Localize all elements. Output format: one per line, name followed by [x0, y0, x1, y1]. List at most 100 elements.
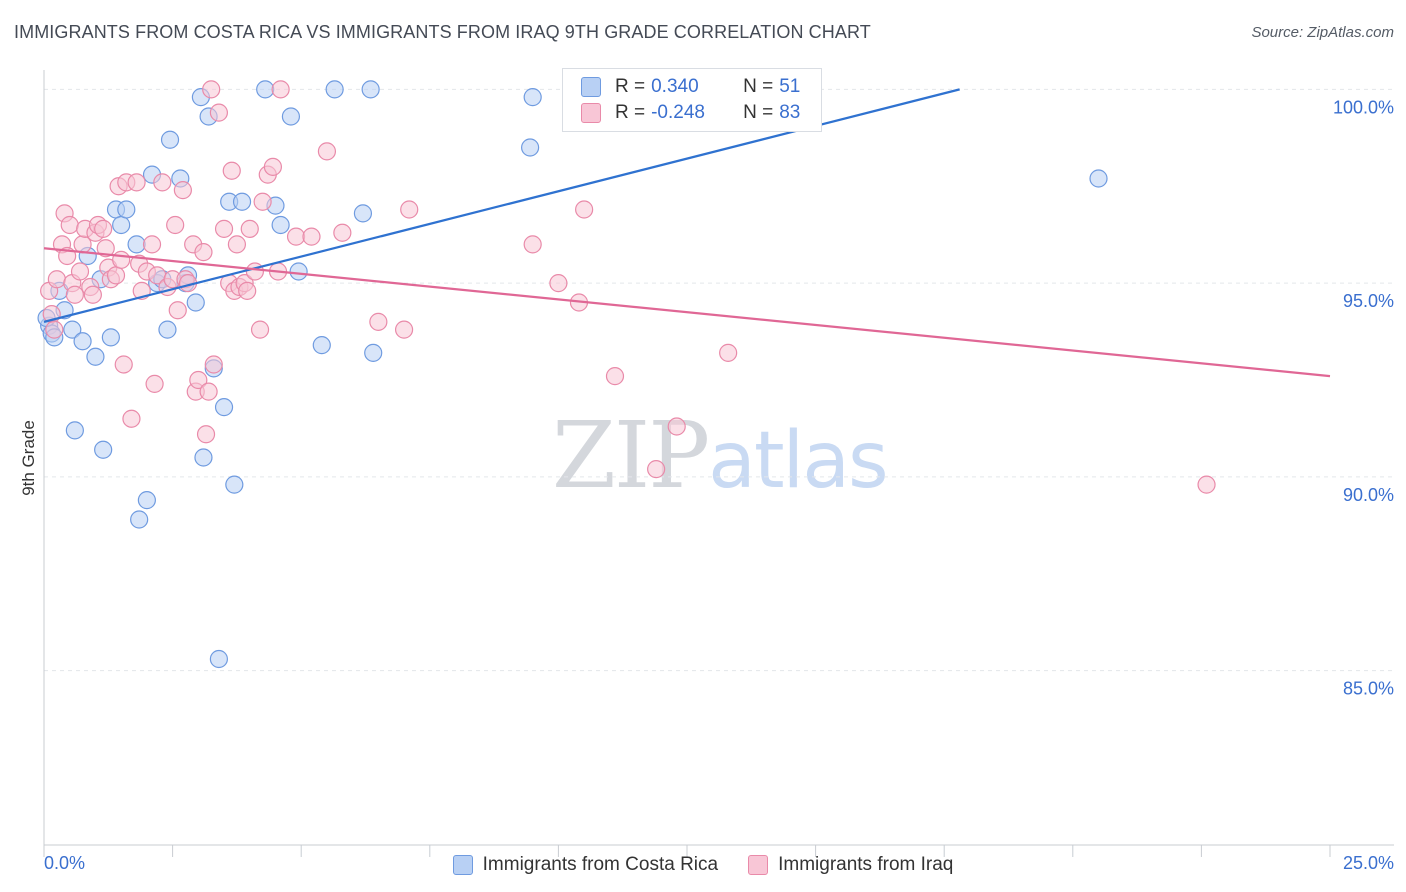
point-iraq: [302, 227, 321, 246]
point-iraq: [83, 285, 102, 304]
point-iraq: [286, 227, 306, 246]
point-iraq: [45, 320, 64, 339]
legend-label-costa-rica: Immigrants from Costa Rica: [482, 854, 719, 875]
point-iraq: [394, 320, 414, 339]
trend-line-costa-rica: [43, 88, 960, 323]
point-costa-rica: [186, 293, 205, 312]
point-costa-rica: [94, 440, 113, 459]
point-costa-rica: [73, 332, 92, 351]
grid-lines: [44, 88, 1394, 672]
point-costa-rica: [112, 215, 131, 235]
point-iraq: [238, 281, 257, 300]
series-iraq: [40, 80, 1216, 494]
legend-item-iraq[interactable]: Immigrants from Iraq: [748, 854, 953, 876]
point-iraq: [199, 382, 218, 401]
legend-swatch-blue: [452, 855, 473, 875]
point-costa-rica: [137, 491, 156, 510]
point-iraq: [145, 374, 164, 393]
x-tick-label-max: 25.0%: [1343, 853, 1394, 873]
point-iraq: [112, 250, 131, 269]
chart-title: IMMIGRANTS FROM COSTA RICA VS IMMIGRANTS…: [14, 22, 871, 42]
legend-swatch-pink: [748, 855, 769, 875]
point-iraq: [333, 223, 352, 242]
point-costa-rica: [65, 421, 84, 440]
point-costa-rica: [160, 130, 180, 149]
y-tick-label: 85.0%: [1343, 679, 1394, 699]
point-iraq: [47, 270, 66, 289]
y-tick-label: 90.0%: [1343, 485, 1394, 505]
point-iraq: [240, 219, 259, 238]
point-iraq: [204, 355, 223, 374]
point-iraq: [166, 215, 185, 235]
point-costa-rica: [194, 448, 213, 467]
point-costa-rica: [353, 204, 373, 223]
point-iraq: [253, 192, 272, 211]
point-costa-rica: [361, 80, 380, 99]
point-iraq: [173, 181, 192, 200]
point-costa-rica: [271, 215, 290, 235]
watermark: ZIPatlas: [552, 402, 889, 509]
r-label: R =: [615, 102, 646, 123]
n-value-costa-rica: 51: [779, 76, 801, 97]
point-costa-rica: [256, 80, 275, 99]
point-iraq: [202, 80, 221, 99]
point-iraq: [96, 239, 115, 258]
point-iraq: [60, 215, 79, 235]
point-costa-rica: [325, 80, 344, 99]
legend-row-costa-rica: R = 0.340 N = 51: [581, 75, 800, 99]
legend-row-iraq: R = -0.248 N = 83: [581, 101, 800, 125]
point-iraq: [168, 301, 187, 320]
point-costa-rica: [86, 347, 105, 366]
point-iraq: [209, 103, 228, 122]
point-costa-rica: [1089, 169, 1108, 188]
point-iraq: [189, 370, 208, 390]
point-iraq: [263, 157, 283, 176]
point-iraq: [94, 219, 113, 238]
point-costa-rica: [364, 343, 383, 362]
watermark-atlas: atlas: [708, 416, 888, 506]
point-costa-rica: [232, 192, 252, 211]
point-iraq: [142, 235, 162, 254]
point-costa-rica: [281, 107, 301, 126]
point-iraq: [194, 243, 213, 262]
point-iraq: [271, 80, 290, 99]
n-value-iraq: 83: [779, 102, 801, 123]
n-label: N =: [743, 76, 774, 97]
axes: [43, 70, 1394, 857]
point-costa-rica: [209, 649, 228, 669]
point-iraq: [153, 173, 172, 192]
point-costa-rica: [289, 262, 308, 281]
point-iraq: [114, 355, 133, 374]
r-label: R =: [615, 76, 646, 97]
axis-labels: 85.0% 90.0% 95.0% 100.0% 0.0% 25.0% 9th Grade: [19, 97, 1394, 873]
n-label: N =: [743, 102, 774, 123]
point-iraq: [70, 262, 90, 281]
series-legend: Immigrants from Costa Rica Immigrants fr…: [0, 852, 1406, 878]
correlation-legend: R = 0.340 N = 51 R = -0.248 N = 83: [562, 68, 822, 132]
point-iraq: [222, 161, 241, 180]
point-iraq: [523, 235, 542, 254]
point-iraq: [250, 320, 270, 339]
x-tick-label-min: 0.0%: [44, 853, 85, 873]
r-value-costa-rica: 0.340: [651, 76, 699, 97]
point-iraq: [400, 200, 419, 219]
y-axis-label: 9th Grade: [19, 420, 38, 496]
point-costa-rica: [117, 200, 136, 219]
point-iraq: [127, 173, 146, 192]
legend-item-costa-rica[interactable]: Immigrants from Costa Rica: [452, 854, 719, 876]
point-costa-rica: [521, 138, 540, 157]
watermark-zip: ZIP: [552, 402, 710, 509]
y-tick-label: 100.0%: [1333, 97, 1394, 117]
point-costa-rica: [158, 320, 177, 339]
trend-line-iraq: [43, 247, 1331, 378]
point-costa-rica: [63, 320, 82, 339]
point-iraq: [227, 235, 246, 254]
point-costa-rica: [101, 328, 120, 347]
r-value-iraq: -0.248: [651, 102, 705, 123]
point-iraq: [1197, 475, 1216, 494]
legend-swatch-pink: [581, 103, 601, 123]
point-iraq: [106, 266, 126, 285]
point-iraq: [214, 219, 234, 238]
point-iraq: [647, 460, 666, 479]
